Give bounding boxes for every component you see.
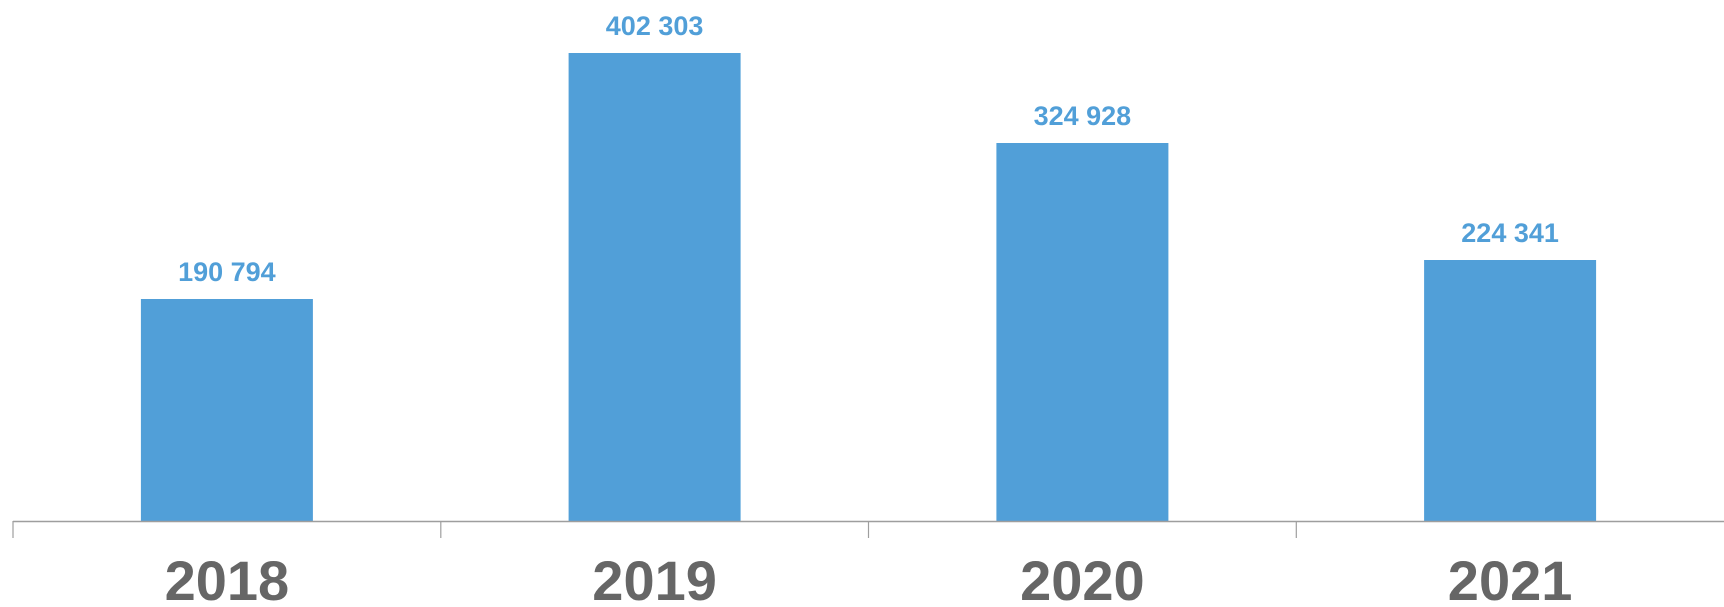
category-labels-group: 2018 2019 2020 2021 (165, 549, 1573, 607)
value-label-2018: 190 794 (178, 257, 276, 287)
category-label-2018: 2018 (165, 549, 290, 607)
bar-2020 (996, 143, 1169, 521)
category-label-2020: 2020 (1020, 549, 1145, 607)
value-labels-group: 190 794 402 303 324 928 224 341 (178, 11, 1559, 287)
value-label-2021: 224 341 (1461, 218, 1559, 248)
x-axis (12, 520, 1724, 538)
value-label-2020: 324 928 (1034, 101, 1132, 131)
value-label-2019: 402 303 (606, 11, 704, 41)
category-label-2019: 2019 (592, 549, 717, 607)
bar-2021 (1424, 260, 1597, 521)
bars-group (140, 53, 1597, 521)
category-label-2021: 2021 (1448, 549, 1573, 607)
bar-2018 (140, 299, 313, 521)
bar-2019 (568, 53, 741, 521)
